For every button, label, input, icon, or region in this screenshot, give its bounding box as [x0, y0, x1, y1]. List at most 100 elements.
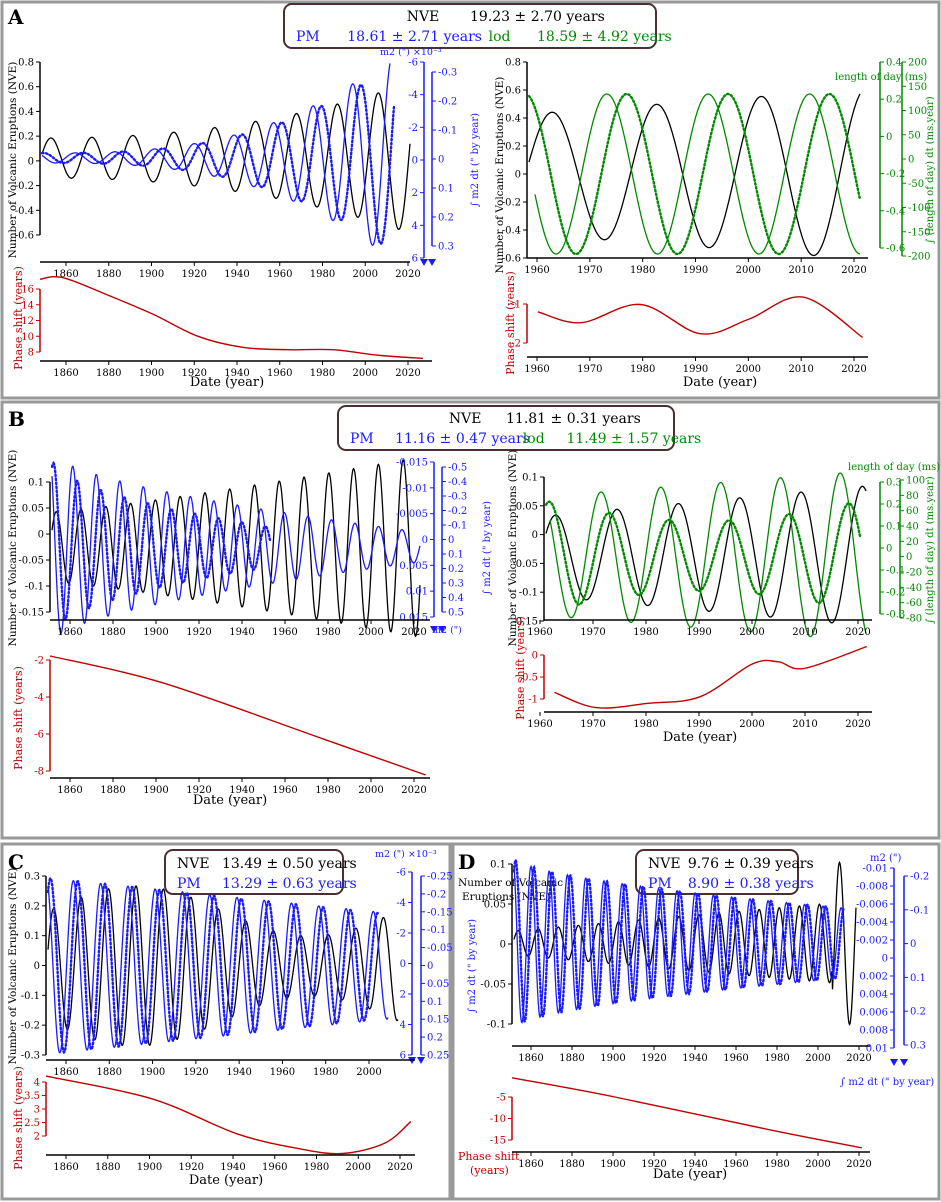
panel-d-phase-yaxis-tick-label: -10 [490, 1114, 506, 1125]
panel-a-right-yaxis-tick-label: 0.2 [505, 142, 521, 153]
panel-d-xaxis-tick-label: 2000 [805, 1053, 830, 1064]
panel-a-left-phase-yaxis-tick-label: 12 [21, 316, 34, 327]
panel-b-left-phase-xlabel: Date (year) [193, 793, 267, 808]
panel-b-m2-arrow-icon [430, 626, 438, 633]
panel-d-int-label: ∫ m2 dt (" by year) [840, 1077, 934, 1088]
panel-d-xaxis-tick-label: 2020 [846, 1053, 871, 1064]
panel-b-right-yaxis-tick-label: -0.15 [512, 617, 538, 628]
panel-c-m2-axis-tick-label: -6 [396, 868, 406, 879]
panel-d-xaxis-tick-label: 1900 [600, 1053, 625, 1064]
panel-c-legend-box [164, 849, 344, 895]
panel-a-left-phase-xaxis-tick-label: 1880 [96, 368, 121, 379]
lod-curve [534, 93, 861, 255]
panel-b-m2-axis-tick-label: 0.015 [399, 613, 428, 624]
panel-d-int-axis-tick-label: 0.2 [910, 1007, 926, 1018]
panel-d-m2-axis-tick-label: 0.008 [859, 1026, 888, 1037]
pm-curve [51, 465, 421, 635]
panel-c-phase-xlabel: Date (year) [189, 1173, 263, 1188]
panel-d-int-axis-tick-label: 0.3 [910, 1041, 926, 1052]
panel-a-left-yaxis-tick-label: -0.2 [15, 181, 34, 192]
panel-b-right-phase-xaxis-tick-label: 1990 [686, 719, 711, 730]
panel-d-m2-axis-tick-label: -0.002 [856, 936, 888, 947]
panel-a-right-phase-xaxis-tick-label: 1980 [630, 364, 655, 375]
panel-b-int-axis-tick-label: 0 [448, 535, 454, 546]
panel-d-xaxis-tick-label: 1980 [764, 1053, 789, 1064]
panel-b-right-xaxis-tick-label: 1980 [633, 627, 658, 638]
panel-a-left-xaxis-tick-label: 1920 [182, 269, 207, 280]
panel-a-left-phase-xaxis-tick-label: 1960 [267, 368, 292, 379]
panel-b-left-phase-ylabel: Phase shift (years) [12, 666, 25, 770]
panel-b-right-phase-xaxis-tick-label: 2010 [792, 719, 817, 730]
panel-a-legend-box [283, 3, 657, 49]
panel-a-lodint-axis-tick-label: 0 [908, 155, 914, 166]
lod-integral-curve [527, 92, 862, 256]
panel-b-right-xaxis-tick-label: 2010 [792, 627, 817, 638]
panel-c-phase-xaxis-tick-label: 2020 [387, 1162, 412, 1173]
panel-b-left-xaxis-tick-label: 2020 [401, 627, 426, 638]
panel-a-legend-label: PM [296, 29, 320, 45]
panel-a-lod-axis-tick-label: -0.6 [886, 244, 905, 255]
panel-b-int-axis-tick-label: -0.1 [448, 521, 467, 532]
panel-c-phase-ylabel: Phase shift (years) [12, 1066, 25, 1170]
panel-c-int-axis-tick-label: -0.2 [427, 889, 446, 900]
panel-b-left-yaxis-tick-label: -0.15 [18, 608, 44, 619]
panel-c-xaxis-tick-label: 1960 [270, 1067, 295, 1078]
panel-b-lod-axis-tick-label: -0.1 [886, 566, 905, 577]
panel-a-legend-value: 19.23 ± 2.70 years [470, 9, 605, 25]
panel-a-left-yaxis-tick-label: -0.6 [15, 231, 34, 242]
panel-a-right-ylabel: Number of Volcanic Eruptions (NVE) [494, 77, 506, 274]
panel-a-right-phase-xlabel: Date (year) [683, 375, 757, 390]
panel-b-right-phase-yaxis-tick-label: -1 [528, 695, 538, 706]
panel-b-m2-axis-tick-label: 0.005 [399, 561, 428, 572]
panel-d-m2-axis-tick-label: -0.008 [856, 882, 888, 893]
panel-b-left-phase-series [49, 655, 426, 776]
panel-a-left-xaxis-tick-label: 2020 [395, 269, 420, 280]
panel-b-legend-label: NVE [449, 411, 482, 427]
panel-a-right-phase-yaxis-tick-label: -1 [511, 300, 521, 311]
panel-d-phase-xaxis-tick-label: 1900 [600, 1159, 625, 1170]
panel-d-yaxis-tick-label: 0.1 [490, 860, 506, 871]
panel-a-lodint-axis-tick-label: 50 [908, 130, 921, 141]
nve-curve [47, 885, 399, 1046]
panel-a-legend-value: 18.59 ± 4.92 years [537, 29, 672, 45]
panel-d-xaxis-tick-label: 1940 [682, 1053, 707, 1064]
panel-b-right-xaxis-tick-label: 2020 [845, 627, 870, 638]
panel-a-lodint-label: ∫ (length of day) dt (ms.year) [925, 96, 936, 243]
panel-d-xaxis-tick-label: 1960 [723, 1053, 748, 1064]
panel-b-left-phase-xaxis-tick-label: 1860 [57, 785, 82, 796]
panel-b-int-axis-tick-label: 0.2 [448, 564, 464, 575]
panel-c-letter: C [8, 850, 24, 874]
panel-b-right-yaxis-tick-label: -0.1 [519, 588, 538, 599]
panel-c-int-label: ∫ m2 dt (" by year) [467, 919, 478, 1013]
panel-c-ylabel: Number of Volcanic Eruptions (NVE) [7, 868, 19, 1065]
panel-b-lodint-axis-tick-label: 80 [906, 491, 919, 502]
panel-c-int-axis-tick-label: 0.05 [427, 979, 449, 990]
panel-d-m2-axis-tick-label: -0.006 [856, 900, 888, 911]
panel-c-legend-value: 13.49 ± 0.50 years [222, 856, 357, 872]
panel-b-int-axis-tick-label: -0.4 [448, 477, 467, 488]
panel-d-int-axis-tick-label: 0 [910, 939, 916, 950]
panel-a-left-yaxis-tick-label: 0 [28, 156, 34, 167]
panel-d-legend-value: 9.76 ± 0.39 years [688, 856, 814, 872]
panel-a-m2-arrow-icon [420, 259, 428, 266]
panel-b-lod-label: length of day (ms) [848, 462, 940, 473]
panel-b-legend-value: 11.16 ± 0.47 years [395, 431, 530, 447]
panel-d-yaxis-tick-label: 0.05 [484, 900, 506, 911]
panel-b-left-yaxis-tick-label: 0 [38, 530, 44, 541]
panel-c-int-axis-tick-label: -0.05 [427, 943, 453, 954]
panel-a-lodint-axis-tick-label: -50 [908, 179, 924, 190]
panel-b-lodint-axis-tick-label: -60 [906, 598, 922, 609]
panel-b-right-xaxis-tick-label: 2000 [739, 627, 764, 638]
panel-c-int-axis-tick-label: 0 [427, 961, 433, 972]
panel-c-phase-yaxis-tick-label: 4 [34, 1078, 40, 1089]
panel-b-int-axis-tick-label: -0.3 [448, 492, 467, 503]
panel-a-left-xaxis-tick-label: 1960 [267, 269, 292, 280]
panel-c-int-axis-tick-label: 0.15 [427, 1015, 449, 1026]
panel-c-yaxis-tick-label: -0.1 [21, 991, 40, 1002]
panel-a-left-phase-xaxis-tick-label: 2020 [395, 368, 420, 379]
panel-b-right-yaxis-tick-label: 0.05 [516, 501, 538, 512]
panel-c-xaxis-tick-label: 1880 [97, 1067, 122, 1078]
panel-d-phase-ylabel: (years) [470, 1164, 509, 1177]
panel-b-left-phase-xaxis-tick-label: 1900 [143, 785, 168, 796]
